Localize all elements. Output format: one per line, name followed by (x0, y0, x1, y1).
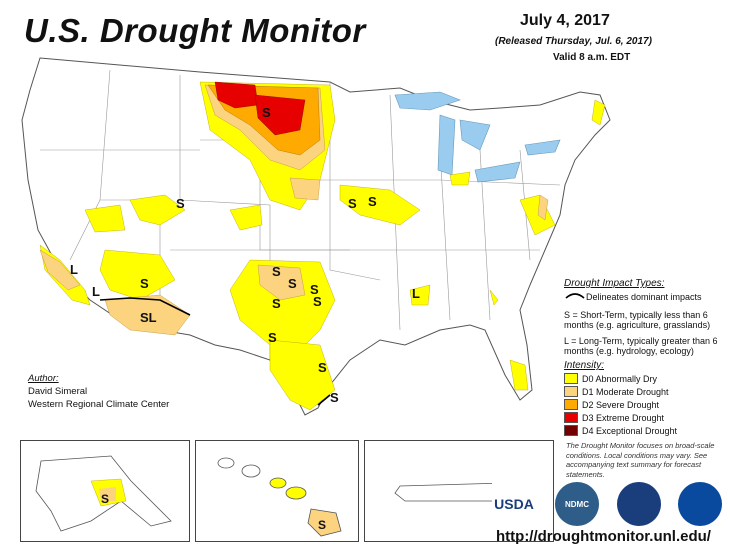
legend-label: D2 Severe Drought (582, 399, 660, 410)
legend-swatch (564, 373, 578, 384)
author-org: Western Regional Climate Center (28, 399, 170, 410)
noaa-logo (678, 482, 722, 526)
page-title: U.S. Drought Monitor (24, 12, 366, 49)
impact-label: S (310, 282, 319, 297)
impact-label: S (272, 296, 281, 311)
impact-label: S (272, 264, 281, 279)
impact-label: SL (140, 310, 157, 325)
impact-label: S (368, 194, 377, 209)
delineates-text: Delineates dominant impacts (586, 292, 702, 302)
impact-label: S (268, 330, 277, 345)
impact-label: S (262, 105, 271, 120)
impact-label: S (140, 276, 149, 291)
impact-label: S (288, 276, 297, 291)
hawaii-inset: S (195, 440, 359, 542)
legend-item: D3 Extreme Drought (564, 412, 730, 423)
commerce-seal-logo (617, 482, 661, 526)
alaska-inset: S (20, 440, 190, 542)
legend-swatch (564, 386, 578, 397)
impact-label: L (412, 286, 420, 301)
legend-item: D1 Moderate Drought (564, 386, 730, 397)
legend-swatch (564, 412, 578, 423)
valid-time: Valid 8 a.m. EDT (553, 52, 631, 63)
map-date: July 4, 2017 (520, 12, 610, 29)
legend-swatch (564, 425, 578, 436)
legend-label: D4 Exceptional Drought (582, 425, 678, 436)
long-term-text: L = Long-Term, typically greater than 6 … (564, 336, 718, 356)
legend-item: D4 Exceptional Drought (564, 425, 730, 436)
legend-item: D2 Severe Drought (564, 399, 730, 410)
impact-lines (99, 297, 331, 406)
legend-label: D3 Extreme Drought (582, 412, 665, 423)
impact-label: L (70, 262, 78, 277)
impact-label: S (318, 360, 327, 375)
author-heading: Author: (28, 373, 59, 384)
release-date: (Released Thursday, Jul. 6, 2017) (495, 36, 652, 47)
d3-areas (214, 81, 306, 136)
author-name: David Simeral (28, 386, 88, 397)
impact-label: S (348, 196, 357, 211)
intensity-heading: Intensity: (564, 360, 605, 371)
legend-item: D0 Abnormally Dry (564, 373, 730, 384)
great-lakes (394, 91, 561, 183)
ndmc-logo: NDMC (555, 482, 599, 526)
legend-swatch (564, 399, 578, 410)
author-block: Author: David Simeral Western Regional C… (28, 372, 169, 411)
svg-text:S: S (101, 492, 109, 506)
short-term-text: S = Short-Term, typically less than 6 mo… (564, 310, 711, 330)
impact-label: L (92, 284, 100, 299)
disclaimer-note: The Drought Monitor focuses on broad-sca… (566, 441, 715, 479)
legend: Drought Impact Types: Delineates dominan… (564, 278, 730, 438)
legend-label: D1 Moderate Drought (582, 386, 669, 397)
svg-text:S: S (318, 518, 326, 532)
impact-label: S (313, 294, 322, 309)
usda-logo: USDA (492, 482, 536, 526)
impact-types-heading: Drought Impact Types: (564, 278, 665, 289)
legend-label: D0 Abnormally Dry (582, 373, 658, 384)
impact-label: S (176, 196, 185, 211)
intensity-list: D0 Abnormally Dry D1 Moderate Drought D2 S… (564, 373, 730, 436)
delineate-line-sample (565, 293, 585, 299)
website-url[interactable]: http://droughtmonitor.unl.edu/ (496, 528, 711, 545)
impact-label: S (330, 390, 339, 405)
